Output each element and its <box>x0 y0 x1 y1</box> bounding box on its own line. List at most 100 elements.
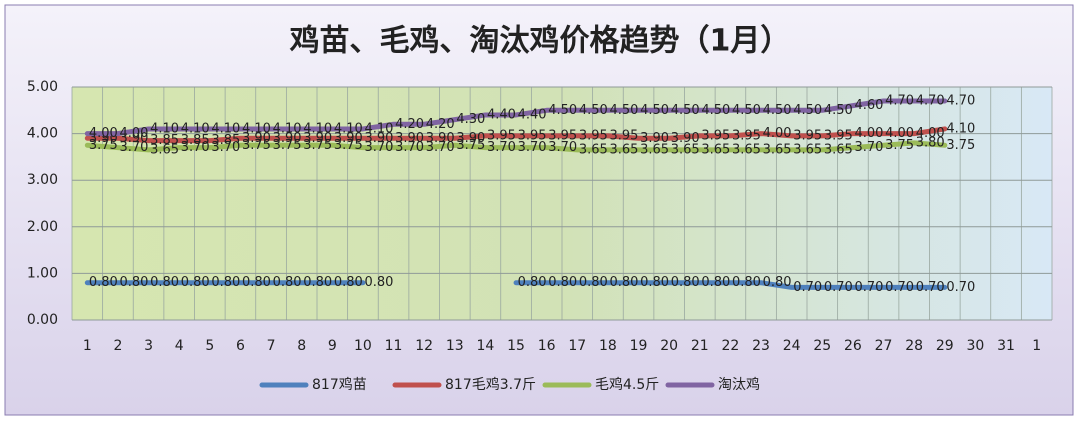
data-label: 0.80 <box>364 275 393 290</box>
data-label: 3.95 <box>824 128 853 143</box>
data-label: 3.95 <box>487 128 516 143</box>
x-tick-label: 2 <box>113 338 122 354</box>
data-label: 3.80 <box>916 135 945 150</box>
data-label: 3.65 <box>824 142 853 157</box>
data-label: 4.50 <box>609 103 638 118</box>
x-tick-label: 20 <box>660 338 678 354</box>
chart-title: 鸡苗、毛鸡、淘汰鸡价格趋势（1月） <box>290 24 791 59</box>
data-label: 4.50 <box>701 103 730 118</box>
x-tick-label: 30 <box>967 338 985 354</box>
data-label: 4.10 <box>364 121 393 136</box>
x-tick-label: 8 <box>297 338 306 354</box>
legend-label: 817毛鸡3.7斤 <box>445 376 536 393</box>
data-label: 0.80 <box>273 275 302 290</box>
data-label: 3.70 <box>518 140 547 155</box>
data-label: 0.80 <box>303 275 332 290</box>
data-label: 4.50 <box>548 103 577 118</box>
data-label: 4.50 <box>763 103 792 118</box>
data-label: 4.50 <box>793 103 822 118</box>
data-label: 4.00 <box>916 126 945 141</box>
data-label: 4.50 <box>732 103 761 118</box>
data-label: 3.70 <box>364 140 393 155</box>
y-tick-label: 2.00 <box>27 219 58 235</box>
data-label: 3.70 <box>211 140 240 155</box>
data-label: 3.75 <box>89 138 118 153</box>
data-label: 4.70 <box>946 93 975 108</box>
data-label: 3.70 <box>119 140 148 155</box>
data-label: 3.90 <box>640 131 669 146</box>
data-label: 4.00 <box>89 126 118 141</box>
x-tick-label: 9 <box>328 338 337 354</box>
data-label: 0.80 <box>181 275 210 290</box>
y-tick-label: 5.00 <box>27 79 58 95</box>
data-label: 3.85 <box>150 133 179 148</box>
data-label: 4.10 <box>211 121 240 136</box>
data-label: 4.20 <box>426 117 455 132</box>
data-label: 0.80 <box>211 275 240 290</box>
x-tick-label: 28 <box>905 338 923 354</box>
x-tick-label: 1 <box>83 338 92 354</box>
data-label: 0.70 <box>793 280 822 295</box>
data-label: 3.95 <box>793 128 822 143</box>
series-line <box>84 126 948 144</box>
data-label: 4.60 <box>854 98 883 113</box>
data-label: 4.50 <box>824 103 853 118</box>
data-label: 0.80 <box>518 275 547 290</box>
x-tick-label: 1 <box>1032 338 1041 354</box>
x-tick-label: 12 <box>415 338 433 354</box>
data-label: 3.65 <box>150 142 179 157</box>
data-label: 3.70 <box>854 140 883 155</box>
data-label: 3.90 <box>303 131 332 146</box>
data-label: 4.50 <box>671 103 700 118</box>
data-label: 3.95 <box>579 128 608 143</box>
data-label: 4.70 <box>885 93 914 108</box>
data-label: 3.95 <box>548 128 577 143</box>
data-label: 3.70 <box>395 140 424 155</box>
x-tick-label: 11 <box>385 338 403 354</box>
x-tick-label: 19 <box>630 338 648 354</box>
data-label: 0.70 <box>946 280 975 295</box>
data-label: 4.50 <box>579 103 608 118</box>
data-label: 3.95 <box>732 128 761 143</box>
data-label: 4.10 <box>181 121 210 136</box>
series-line <box>84 98 948 137</box>
x-tick-label: 27 <box>875 338 893 354</box>
data-label: 4.10 <box>273 121 302 136</box>
data-label: 3.75 <box>242 138 271 153</box>
data-label: 3.90 <box>456 131 485 146</box>
y-tick-label: 4.00 <box>27 126 58 142</box>
data-label: 3.65 <box>579 142 608 157</box>
data-label: 0.80 <box>242 275 271 290</box>
data-label: 4.00 <box>119 126 148 141</box>
x-tick-label: 15 <box>507 338 525 354</box>
data-label: 4.40 <box>487 107 516 122</box>
data-label: 3.65 <box>793 142 822 157</box>
x-tick-label: 21 <box>691 338 709 354</box>
data-label: 3.75 <box>946 138 975 153</box>
data-label: 3.65 <box>671 142 700 157</box>
x-tick-label: 18 <box>599 338 617 354</box>
data-label: 0.70 <box>885 280 914 295</box>
x-tick-label: 3 <box>144 338 153 354</box>
data-label: 3.90 <box>426 131 455 146</box>
x-tick-label: 23 <box>752 338 770 354</box>
data-label: 4.00 <box>763 126 792 141</box>
data-label: 4.30 <box>456 112 485 127</box>
data-label: 3.90 <box>242 131 271 146</box>
x-tick-label: 10 <box>354 338 372 354</box>
data-label: 0.80 <box>334 275 363 290</box>
data-label: 0.80 <box>609 275 638 290</box>
x-tick-label: 7 <box>267 338 276 354</box>
data-label: 4.10 <box>334 121 363 136</box>
y-tick-label: 1.00 <box>27 265 58 281</box>
data-label: 4.70 <box>916 93 945 108</box>
data-label: 3.65 <box>640 142 669 157</box>
x-tick-label: 14 <box>477 338 495 354</box>
data-label: 0.80 <box>671 275 700 290</box>
x-tick-label: 6 <box>236 338 245 354</box>
data-label: 4.20 <box>395 117 424 132</box>
data-label: 3.65 <box>763 142 792 157</box>
x-tick-label: 17 <box>568 338 586 354</box>
data-label: 3.65 <box>701 142 730 157</box>
x-tick-label: 16 <box>538 338 556 354</box>
